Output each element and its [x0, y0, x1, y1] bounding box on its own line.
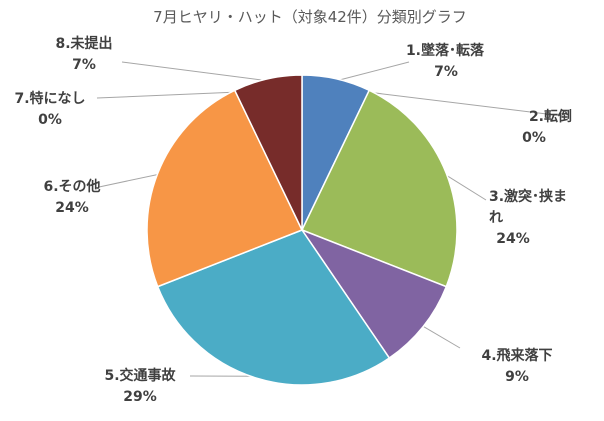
slice-percent-6: 24% — [55, 200, 89, 216]
slice-percent-4: 9% — [505, 369, 529, 385]
slice-percent-7: 0% — [38, 112, 62, 128]
leader-line-1 — [335, 61, 410, 82]
slice-label-6: 6.その他 24% — [43, 178, 100, 216]
slice-name-2: 2.転倒 — [529, 108, 572, 125]
slice-name-5: 5.交通事故 — [104, 367, 176, 384]
slice-name-3: 3.激突･挟ま — [489, 188, 567, 205]
slice-percent-2: 0% — [522, 130, 546, 146]
slice-name-6: 6.その他 — [43, 178, 100, 195]
slice-name-1: 1.墜落･転落 — [406, 42, 485, 59]
leader-line-6 — [98, 173, 160, 188]
slice-percent-1: 7% — [434, 64, 458, 80]
slice-name-8: 8.未提出 — [55, 35, 112, 52]
slice-label-4: 4.飛来落下 9% — [481, 347, 552, 385]
slice-label-1: 1.墜落･転落 7% — [406, 42, 485, 80]
slice-name-3: れ — [489, 210, 503, 226]
slice-labels: 1.墜落･転落 7% 2.転倒 0% 3.激突･挟まれ 24% 4.飛来落下 9% 5.交通事故… — [14, 35, 572, 405]
slice-name-7: 7.特になし — [14, 90, 85, 107]
leader-line-4 — [421, 324, 461, 349]
slice-label-7: 7.特になし 0% — [14, 90, 85, 128]
pie-slice-3 — [300, 89, 458, 288]
slice-name-4: 4.飛来落下 — [481, 347, 552, 364]
pie-slice-8 — [233, 74, 303, 231]
pie-slice-4 — [300, 228, 448, 360]
leader-line-2 — [368, 91, 564, 117]
slice-label-2: 2.転倒 0% — [522, 108, 572, 146]
chart-title: 7月ヒヤリ・ハット（対象42件）分類別グラフ — [153, 8, 467, 26]
leader-line-7 — [96, 91, 236, 99]
pie-slices — [146, 74, 458, 386]
pie-slice-5 — [156, 229, 391, 386]
slice-label-8: 8.未提出 7% — [55, 35, 112, 73]
slice-label-5: 5.交通事故 29% — [104, 367, 176, 405]
leader-lines — [96, 61, 564, 377]
slice-percent-8: 7% — [72, 57, 96, 73]
slice-percent-3: 24% — [496, 231, 530, 247]
leader-line-8 — [121, 61, 269, 82]
slice-percent-5: 29% — [123, 389, 157, 405]
leader-line-3 — [444, 173, 487, 201]
pie-slice-6 — [146, 89, 304, 288]
slice-label-3: 3.激突･挟まれ 24% — [489, 188, 567, 247]
